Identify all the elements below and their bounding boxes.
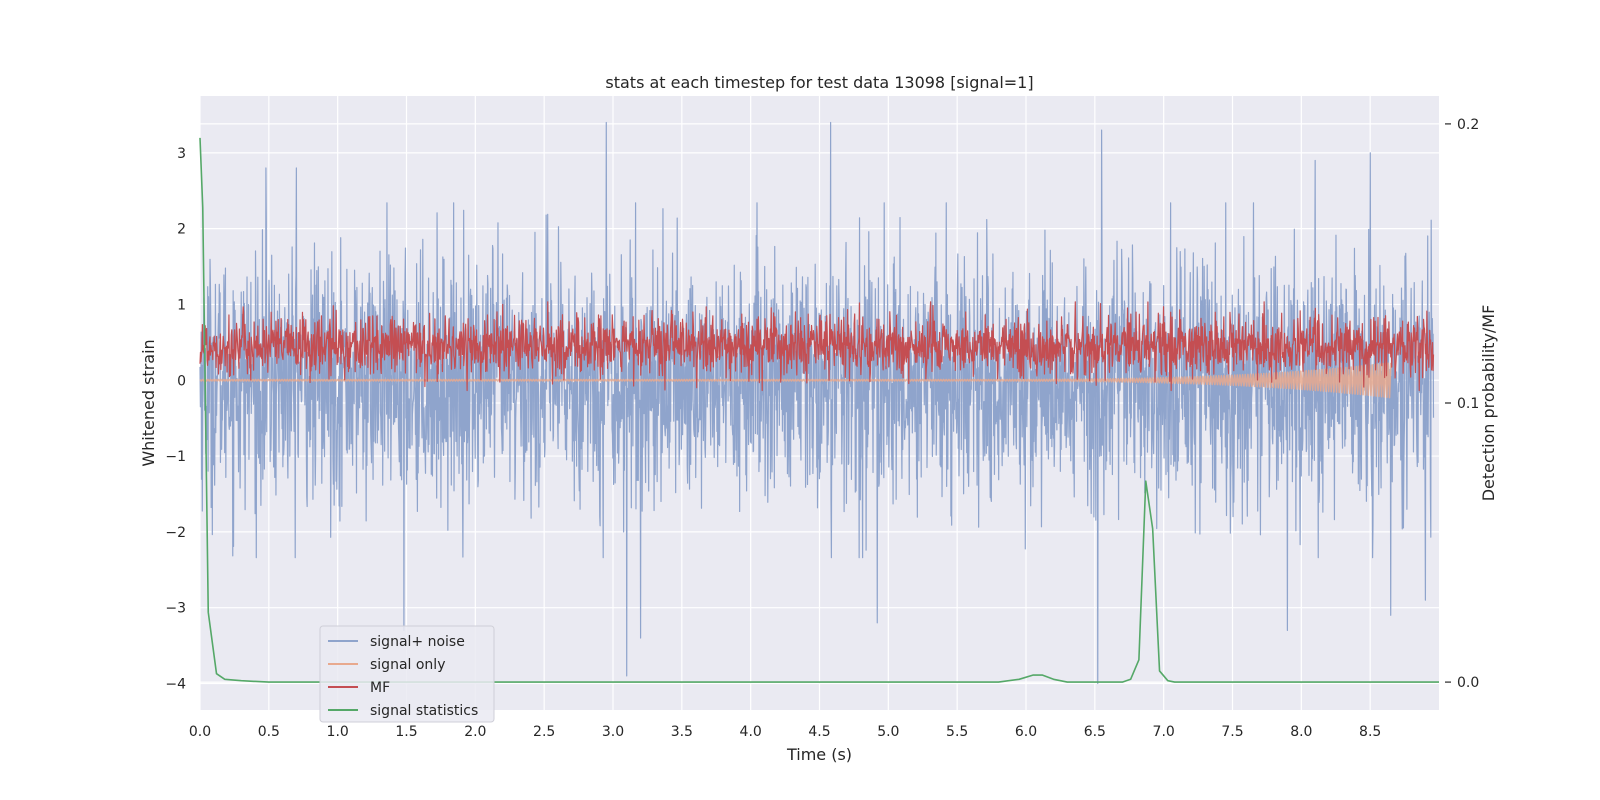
x-tick-label: 0.5 — [258, 724, 280, 740]
x-tick-label: 2.5 — [533, 724, 555, 740]
chart-title: stats at each timestep for test data 130… — [605, 73, 1033, 92]
y-tick-label: −4 — [165, 676, 186, 692]
legend-label-mf: MF — [370, 680, 390, 696]
x-tick-label: 8.5 — [1359, 724, 1381, 740]
y2-tick-label: 0.2 — [1457, 117, 1479, 133]
legend-label-signal-only: signal only — [370, 657, 445, 673]
legend: signal+ noise signal only MF signal statist… — [319, 625, 495, 723]
y-tick-label: −3 — [165, 601, 186, 617]
x-tick-label: 6.0 — [1015, 724, 1037, 740]
x-tick-label: 4.5 — [808, 724, 830, 740]
x-tick-label: 2.0 — [464, 724, 486, 740]
series-layer — [199, 121, 1439, 685]
y-tick-label: −2 — [165, 525, 186, 541]
x-tick-label: 3.0 — [602, 724, 624, 740]
x-tick-label: 5.0 — [877, 724, 899, 740]
series-line-mf — [199, 301, 1435, 392]
x-tick-label: 8.0 — [1290, 724, 1312, 740]
y-tick-label: 1 — [177, 297, 186, 313]
x-tick-label: 1.0 — [327, 724, 349, 740]
y-tick-label: 2 — [177, 222, 186, 238]
y-tick-label: 3 — [177, 146, 186, 162]
x-tick-label: 6.5 — [1084, 724, 1106, 740]
y2-axis-label: Detection probability/MF — [1479, 305, 1498, 502]
y2-tick-label: 0.0 — [1457, 675, 1479, 691]
x-tick-label: 4.0 — [740, 724, 762, 740]
x-tick-label: 3.5 — [671, 724, 693, 740]
x-axis-label: Time (s) — [786, 745, 852, 764]
ticks-layer: 0.0 0.5 1.0 1.5 2.0 2.5 3.0 3.5 4.0 4.5 5.0 5.5 6.0 6… — [165, 117, 1479, 740]
series-line-signal-statistics — [199, 137, 1439, 683]
y2-tick-label: 0.1 — [1457, 396, 1479, 412]
y-tick-label: 0 — [177, 373, 186, 389]
series-line-signal-noise — [199, 121, 1435, 685]
y-tick-label: −1 — [165, 449, 186, 465]
legend-box — [319, 625, 495, 723]
x-tick-label: 7.5 — [1221, 724, 1243, 740]
legend-label-signal-statistics: signal statistics — [370, 703, 478, 719]
x-tick-label: 7.0 — [1153, 724, 1175, 740]
legend-label-signal-noise: signal+ noise — [370, 634, 465, 650]
x-tick-label: 1.5 — [395, 724, 417, 740]
y-axis-label: Whitened strain — [139, 339, 158, 466]
x-tick-label: 0.0 — [189, 724, 211, 740]
x-tick-label: 5.5 — [946, 724, 968, 740]
